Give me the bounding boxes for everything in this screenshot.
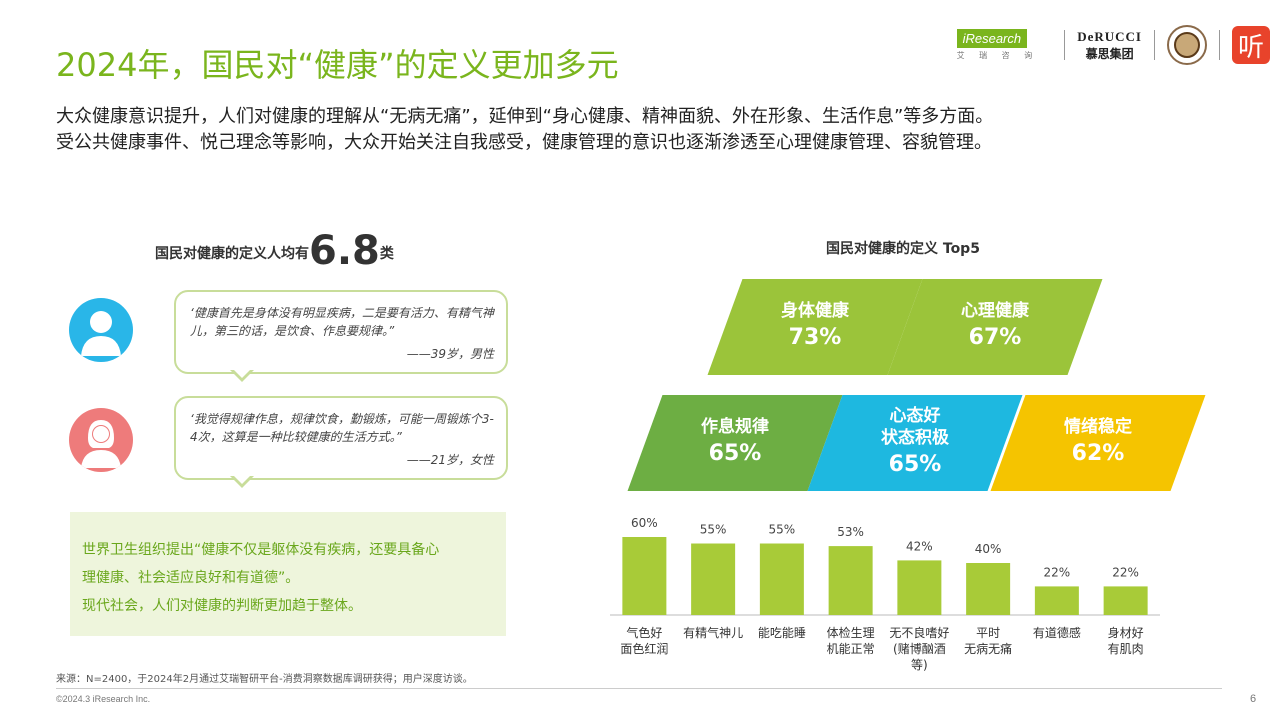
top5-percent: 65% [888, 452, 942, 477]
bar [691, 543, 736, 615]
footer-divider [56, 688, 1222, 689]
top5-percent: 67% [968, 325, 1022, 350]
top5-item-regular-routine: 作息规律 65% [627, 395, 843, 491]
category-label: 面色红润 [620, 641, 668, 656]
source-note: 来源：N=2400，于2024年2月通过艾瑞智研平台-消费洞察数据库调研获得；用… [56, 674, 473, 685]
top5-label-line-2: 状态积极 [881, 428, 949, 448]
top5-percent: 65% [708, 441, 762, 466]
bar-value-label: 22% [1044, 565, 1071, 579]
logo-divider [1219, 30, 1220, 60]
category-label: 平时 [976, 626, 1000, 640]
top5-item-emotional-stability: 情绪稳定 62% [990, 395, 1206, 491]
quote-bubble-female: ‘我觉得规律作息，规律饮食，勤锻炼，可能一周锻炼个3-4次，这算是一种比较健康的… [174, 396, 508, 480]
bar-value-label: 53% [837, 525, 864, 539]
quote-attribution: ——21岁，女性 [406, 453, 494, 467]
who-definition-box: 世界卫生组织提出“健康不仅是躯体没有疾病，还要具备心 理健康、社会适应良好和有道… [70, 512, 506, 636]
subtitle-line-1: 大众健康意识提升，人们对健康的理解从“无病无痛”，延伸到“身心健康、精神面貌、外… [56, 106, 994, 127]
category-label: 身材好 [1108, 625, 1144, 640]
top5-label-line-1: 心态好 [889, 406, 941, 426]
top5-percent: 62% [1071, 441, 1125, 466]
category-label: 有精气神儿 [683, 625, 743, 640]
subtitle-line-2: 受公共健康事件、悦己理念等影响，大众开始关注自我感受，健康管理的意识也逐渐渗透至… [56, 132, 992, 153]
category-label: 气色好 [626, 625, 662, 640]
derucci-logo-cn: 慕思集团 [1085, 46, 1134, 61]
quote-text: ‘我觉得规律作息，规律饮食，勤锻炼，可能一周锻炼个3-4次，这算是一种比较健康的… [190, 412, 494, 444]
male-avatar-icon [69, 298, 133, 362]
average-prefix: 国民对健康的定义人均有 [155, 246, 309, 262]
bar [966, 563, 1011, 615]
category-label: 有道德感 [1033, 625, 1081, 640]
bar [1034, 586, 1079, 615]
quote-bubble-male: ‘健康首先是身体没有明显疾病，二是要有活力、有精气神儿，第三的话，是饮食、作息要… [174, 290, 508, 374]
bar-value-label: 55% [769, 523, 796, 537]
category-label: 无不良嗜好 [889, 625, 949, 640]
top5-label: 身体健康 [781, 301, 849, 321]
bar-value-label: 40% [975, 542, 1002, 556]
derucci-logo-en: DeRUCCI [1077, 28, 1142, 44]
average-suffix: 类 [379, 246, 394, 262]
page-number: 6 [1250, 693, 1257, 705]
top5-percent: 73% [788, 325, 842, 350]
category-label: 机能正常 [827, 642, 875, 656]
page-subtitle: 大众健康意识提升，人们对健康的理解从“无病无痛”，延伸到“身心健康、精神面貌、外… [56, 104, 1236, 156]
category-label: (赌博酗酒 [893, 641, 946, 656]
quote-attribution: ——39岁，男性 [406, 347, 494, 361]
who-line-2: 理健康、社会适应良好和有道德”。 [82, 570, 300, 586]
quote-text: ‘健康首先是身体没有明显疾病，二是要有活力、有精气神儿，第三的话，是饮食、作息要… [190, 306, 494, 338]
iresearch-logo-cn: 艾 瑞 咨 询 [956, 51, 1039, 60]
copyright: ©2024.3 iResearch Inc. [56, 694, 151, 704]
average-definitions-heading: 国民对健康的定义人均有6.8类 [155, 222, 394, 274]
category-label: 能吃能睡 [758, 626, 806, 640]
page-title: 2024年，国民对“健康”的定义更加多元 [56, 46, 619, 84]
bar [622, 537, 667, 615]
category-label: 体检生理 [827, 625, 875, 640]
category-label: 无病无痛 [964, 641, 1012, 656]
logo-bar: iResearch 艾 瑞 咨 询 DeRUCCI 慕思集团 听 [956, 22, 1270, 68]
bar [828, 546, 873, 615]
category-label: 有肌肉 [1108, 642, 1144, 656]
top5-item-mental-health: 心理健康 67% [887, 279, 1103, 375]
seal-logo-icon [1167, 25, 1207, 65]
bar [1103, 586, 1148, 615]
bubble-tail-inner [232, 474, 252, 484]
female-avatar-icon [69, 408, 133, 472]
bar-value-label: 60% [631, 516, 658, 530]
bar-value-label: 22% [1112, 565, 1139, 579]
iresearch-logo: iResearch 艾 瑞 咨 询 [956, 29, 1039, 61]
logo-divider [1064, 30, 1066, 60]
top5-item-positive-mindset: 心态好 状态积极 65% [807, 395, 1023, 491]
average-value: 6.8 [309, 228, 380, 274]
bar-value-label: 55% [700, 523, 727, 537]
top5-title: 国民对健康的定义 Top5 [826, 241, 980, 257]
bar-value-label: 42% [906, 539, 933, 553]
top5-label: 作息规律 [701, 417, 769, 437]
bar [759, 543, 804, 615]
top5-label: 心理健康 [961, 301, 1029, 321]
top5-label: 情绪稳定 [1064, 417, 1132, 437]
who-line-3: 现代社会，人们对健康的判断更加趋于整体。 [82, 598, 362, 614]
ting-logo: 听 [1232, 26, 1270, 64]
bubble-tail-inner [232, 368, 252, 378]
bar [897, 560, 942, 615]
top5-item-physical-health: 身体健康 73% [707, 279, 923, 375]
who-line-1: 世界卫生组织提出“健康不仅是躯体没有疾病，还要具备心 [82, 542, 440, 558]
iresearch-logo-text: iResearch [956, 29, 1028, 48]
derucci-logo: DeRUCCI 慕思集团 [1077, 29, 1142, 62]
logo-divider [1154, 30, 1155, 60]
category-label: 等) [911, 658, 928, 672]
